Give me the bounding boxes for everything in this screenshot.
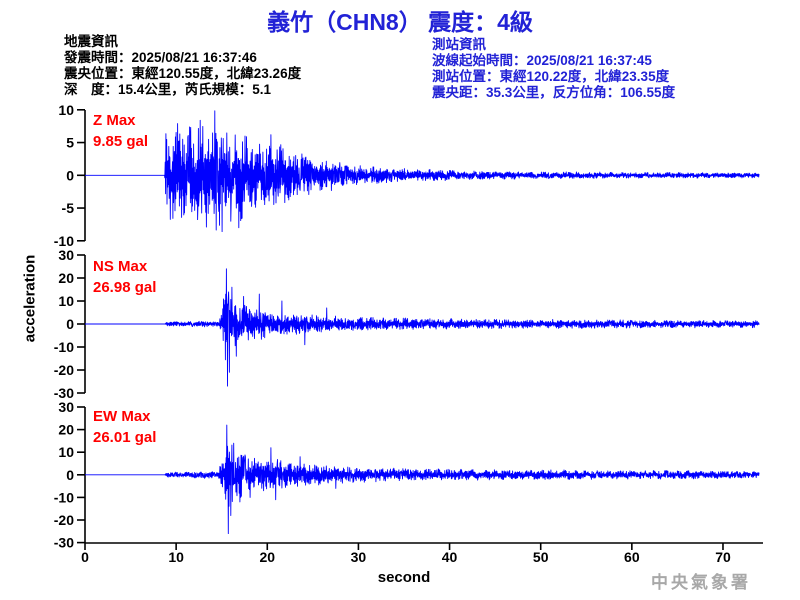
x-tick-label: 60 (624, 549, 640, 565)
ew-max-name: EW Max (93, 408, 151, 425)
x-tick-label: 70 (715, 549, 731, 565)
y-tick-label: 0 (66, 316, 74, 332)
y-tick-label: 30 (58, 247, 74, 263)
y-tick-label: 5 (66, 135, 74, 151)
z-max-value: 9.85 gal (93, 133, 149, 150)
y-tick-label: -10 (54, 489, 74, 505)
y-tick-label: 0 (66, 467, 74, 483)
earthquake-info-heading: 地震資訊 (64, 34, 118, 49)
ns-max-name: NS Max (93, 258, 148, 275)
y-axis-title: acceleration (21, 254, 39, 343)
x-tick-label: 10 (168, 549, 184, 565)
station-info-heading: 測站資訊 (432, 37, 486, 52)
x-tick-label: 0 (81, 549, 89, 565)
y-tick-label: 10 (58, 293, 74, 309)
ew-max-value: 26.01 gal (93, 429, 157, 446)
waveform-trace-ew (84, 424, 760, 535)
y-tick-label: -30 (54, 535, 74, 551)
y-tick-label: -5 (62, 200, 75, 216)
y-tick-label: 10 (58, 102, 74, 118)
waveform-trace-z (84, 110, 760, 233)
y-tick-label: 20 (58, 422, 74, 438)
ns-max-value: 26.98 gal (93, 279, 157, 296)
y-tick-label: -10 (54, 233, 74, 249)
y-tick-label: 0 (66, 167, 74, 183)
x-tick-label: 30 (351, 549, 367, 565)
x-axis-title: second (377, 569, 431, 586)
waveform-start-time: 波線起始時間：2025/08/21 16:37:45 (432, 53, 652, 68)
y-tick-label: -20 (54, 512, 74, 528)
depth-magnitude: 深 度：15.4公里，芮氏規模：5.1 (64, 82, 272, 97)
agency-watermark: 中央氣象署 (651, 573, 751, 592)
y-tick-label: 10 (58, 444, 74, 460)
x-tick-label: 20 (259, 549, 275, 565)
ns-max-label: NS Max 26.98 gal (93, 256, 156, 298)
y-tick-label: 20 (58, 270, 74, 286)
x-tick-label: 50 (533, 549, 549, 565)
earthquake-origin-time: 發震時間：2025/08/21 16:37:46 (64, 50, 257, 65)
y-tick-label: -10 (54, 339, 74, 355)
z-max-label: Z Max 9.85 gal (93, 110, 148, 152)
epicentral-distance-azimuth: 震央距：35.3公里，反方位角：106.55度 (432, 85, 676, 100)
earthquake-info-block: 地震資訊 發震時間：2025/08/21 16:37:46 震央位置：東經120… (64, 34, 301, 98)
y-tick-label: 30 (58, 399, 74, 415)
waveform-trace-ns (84, 268, 760, 387)
y-tick-label: -20 (54, 362, 74, 378)
epicenter-location: 震央位置：東經120.55度，北緯23.26度 (64, 66, 302, 81)
y-tick-label: -30 (54, 385, 74, 401)
z-max-name: Z Max (93, 112, 136, 129)
page-title: 義竹（CHN8） 震度：4級 (267, 9, 533, 35)
station-location: 測站位置：東經120.22度，北緯23.35度 (432, 69, 670, 84)
ew-max-label: EW Max 26.01 gal (93, 406, 156, 448)
x-tick-label: 40 (442, 549, 458, 565)
station-info-block: 測站資訊 波線起始時間：2025/08/21 16:37:45 測站位置：東經1… (432, 37, 675, 101)
